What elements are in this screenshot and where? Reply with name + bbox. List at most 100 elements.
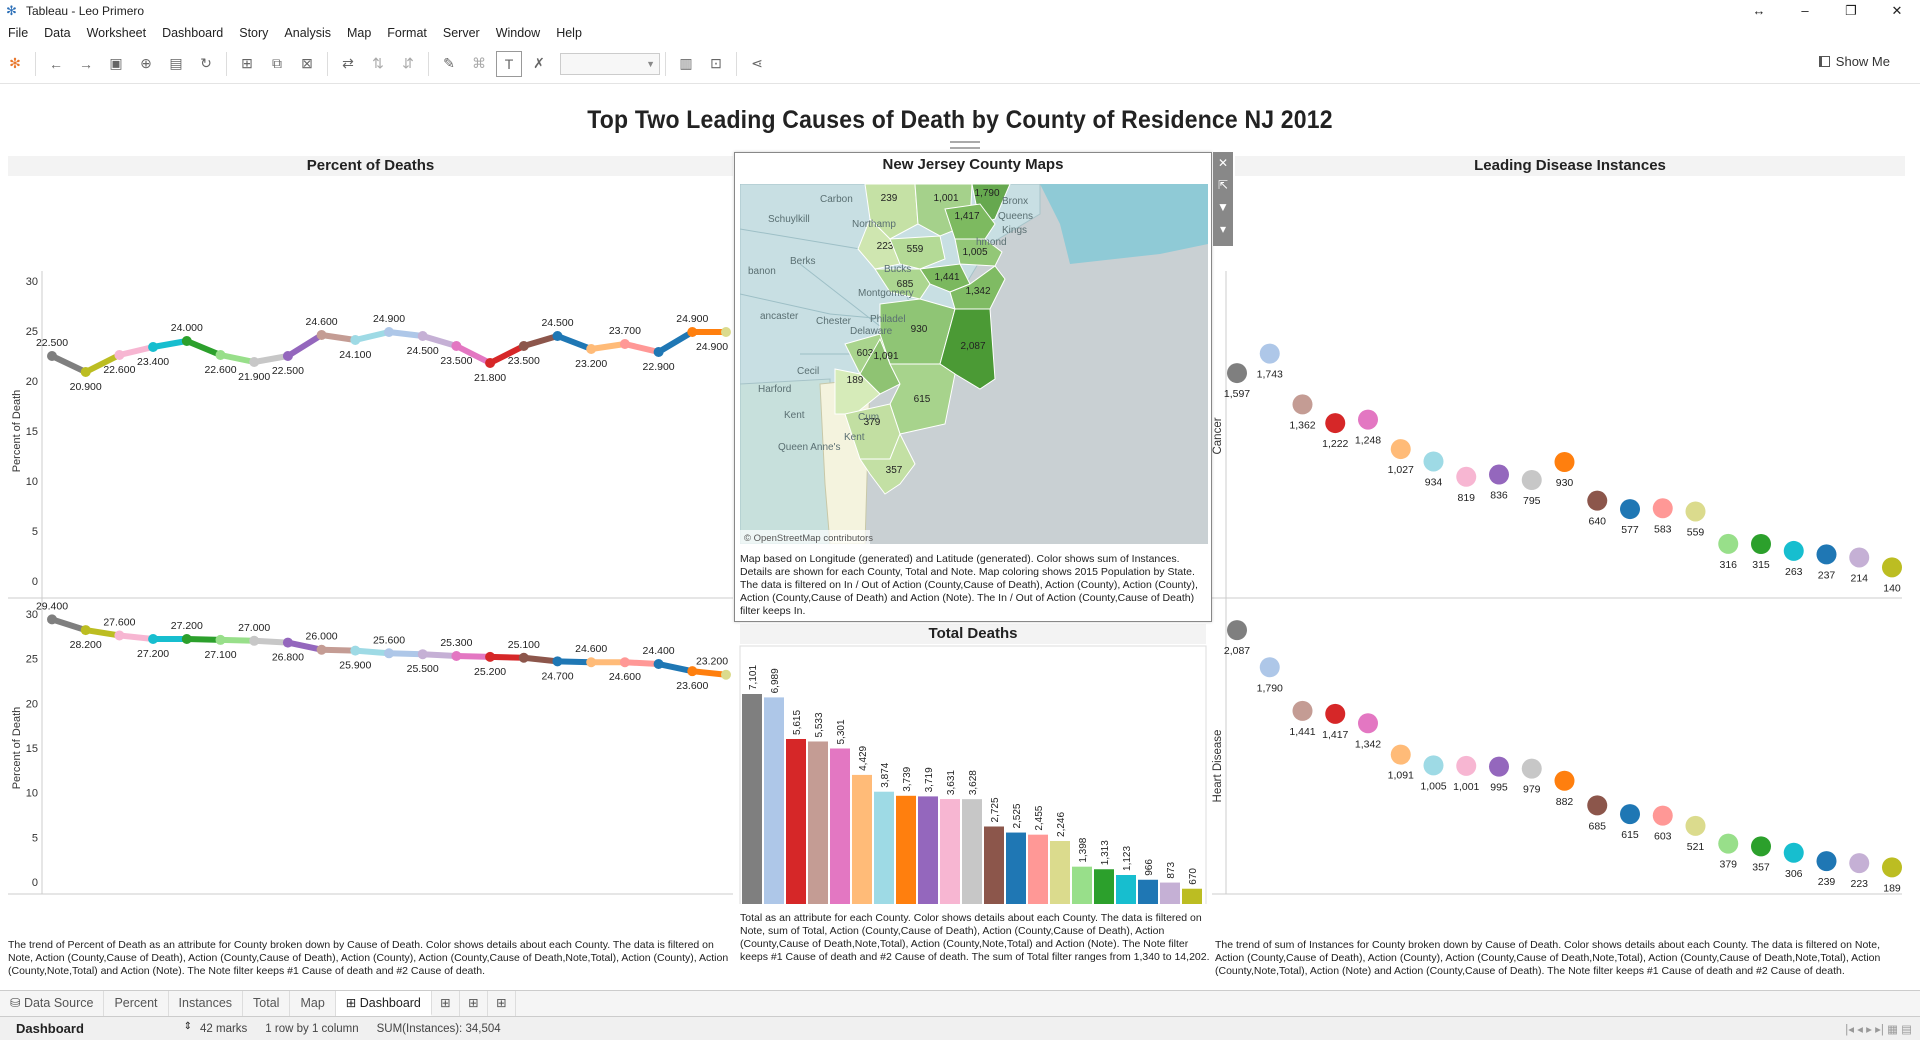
data-point[interactable] (653, 347, 664, 357)
group-icon[interactable]: ⌘ (472, 55, 486, 71)
bar[interactable] (1138, 879, 1158, 904)
data-point[interactable] (586, 657, 597, 668)
bar[interactable] (830, 748, 850, 904)
menu-server[interactable]: Server (442, 26, 480, 40)
data-point[interactable] (1423, 451, 1444, 472)
data-point[interactable] (1620, 804, 1640, 825)
new-story-tab-icon[interactable]: ⊞ (488, 991, 516, 1016)
clear-sheet-icon[interactable]: ⊠ (301, 55, 313, 71)
data-point[interactable] (552, 656, 563, 667)
menu-data[interactable]: Data (44, 26, 71, 40)
menu-help[interactable]: Help (556, 26, 582, 40)
data-point[interactable] (1718, 833, 1739, 854)
county-shape[interactable] (874, 268, 931, 300)
bar[interactable] (962, 799, 982, 904)
bar[interactable] (852, 774, 872, 904)
county-shape[interactable] (889, 235, 946, 270)
data-point[interactable] (619, 339, 630, 349)
tab-map[interactable]: Map (290, 991, 336, 1016)
data-point[interactable] (1849, 853, 1870, 874)
data-point[interactable] (181, 634, 192, 645)
new-jersey-map[interactable]: 239 1,001 1,790 1,417 1,005 223 559 1,441 685 1,3… (740, 184, 1208, 544)
menu-window[interactable]: Window (495, 26, 541, 40)
bar[interactable] (1006, 832, 1026, 904)
go-to-sheet-icon[interactable]: ⇱ (1217, 178, 1229, 192)
data-point[interactable] (1259, 657, 1280, 678)
new-worksheet-icon[interactable]: ⊞ (241, 55, 253, 71)
data-point[interactable] (215, 350, 226, 360)
data-point[interactable] (80, 367, 91, 377)
data-point[interactable] (1292, 394, 1313, 415)
data-point[interactable] (1882, 557, 1902, 578)
data-point[interactable] (114, 350, 125, 360)
data-point[interactable] (1882, 857, 1902, 878)
data-point[interactable] (1849, 547, 1870, 568)
data-point[interactable] (1521, 470, 1542, 490)
data-point[interactable] (518, 652, 529, 663)
show-cards-icon[interactable]: ▥ (679, 55, 693, 71)
data-point[interactable] (350, 645, 361, 656)
data-point[interactable] (687, 327, 698, 337)
data-point[interactable] (721, 669, 731, 680)
data-point[interactable] (485, 651, 496, 662)
menu-analysis[interactable]: Analysis (284, 26, 331, 40)
resize-icon[interactable]: ↔ (1752, 3, 1766, 18)
data-point[interactable] (1816, 851, 1837, 872)
data-point[interactable] (451, 341, 462, 351)
data-point[interactable] (148, 634, 159, 645)
data-point[interactable] (1227, 363, 1247, 384)
data-point[interactable] (1423, 755, 1444, 776)
bar[interactable] (1072, 866, 1092, 904)
menu-worksheet[interactable]: Worksheet (86, 26, 147, 40)
data-point[interactable] (417, 649, 428, 660)
share-icon[interactable]: ⋖ (751, 55, 763, 71)
tab-dashboard[interactable]: ⊞ Dashboard (335, 991, 432, 1016)
swap-icon[interactable]: ⇄ (342, 55, 354, 71)
data-point[interactable] (518, 341, 529, 351)
data-point[interactable] (1816, 544, 1837, 565)
bar[interactable] (1160, 882, 1180, 904)
data-point[interactable] (1521, 758, 1542, 779)
tab-total[interactable]: Total (243, 991, 291, 1016)
county-shape[interactable] (944, 203, 996, 240)
data-point[interactable] (350, 335, 361, 345)
data-point[interactable] (384, 327, 394, 337)
data-point[interactable] (552, 331, 563, 341)
tab-data-source[interactable]: ⛁ Data Source (0, 991, 105, 1016)
data-point[interactable] (316, 644, 327, 655)
data-point[interactable] (47, 614, 57, 625)
data-point[interactable] (249, 635, 260, 646)
data-point[interactable] (1358, 409, 1378, 430)
data-point[interactable] (451, 650, 462, 661)
bar[interactable] (874, 791, 894, 904)
menu-format[interactable]: Format (387, 26, 427, 40)
leading-disease-instances-chart[interactable]: Cancer 1,597 1,743 1,362 1,222 1,248 1,027 934 8… (1212, 176, 1902, 896)
menu-story[interactable]: Story (239, 26, 269, 40)
presentation-mode-icon[interactable]: ⊡ (710, 55, 722, 71)
new-dashboard-tab-icon[interactable]: ⊞ (460, 991, 488, 1016)
menu-map[interactable]: Map (346, 26, 372, 40)
data-point[interactable] (1751, 836, 1771, 857)
county-shape[interactable] (859, 337, 901, 395)
bar[interactable] (896, 795, 916, 904)
bar[interactable] (1094, 869, 1114, 904)
pause-updates-icon[interactable]: ▤ (169, 55, 183, 71)
data-point[interactable] (1587, 490, 1608, 511)
data-point[interactable] (1325, 703, 1346, 724)
bar[interactable] (1116, 874, 1136, 904)
data-point[interactable] (721, 327, 731, 337)
save-icon[interactable]: ▣ (109, 55, 123, 71)
maximize-button[interactable]: ❐ (1845, 3, 1857, 18)
data-point[interactable] (1587, 795, 1608, 816)
data-point[interactable] (1489, 756, 1509, 777)
data-point[interactable] (1390, 439, 1411, 460)
data-point[interactable] (181, 336, 192, 346)
data-point[interactable] (1554, 770, 1575, 791)
data-point[interactable] (47, 351, 57, 361)
menu-dashboard[interactable]: Dashboard (162, 26, 224, 40)
data-point[interactable] (1685, 501, 1706, 522)
county-shape[interactable] (857, 218, 901, 270)
data-point[interactable] (1783, 842, 1804, 863)
data-point[interactable] (1390, 744, 1411, 765)
redo-icon[interactable]: → (79, 55, 93, 72)
